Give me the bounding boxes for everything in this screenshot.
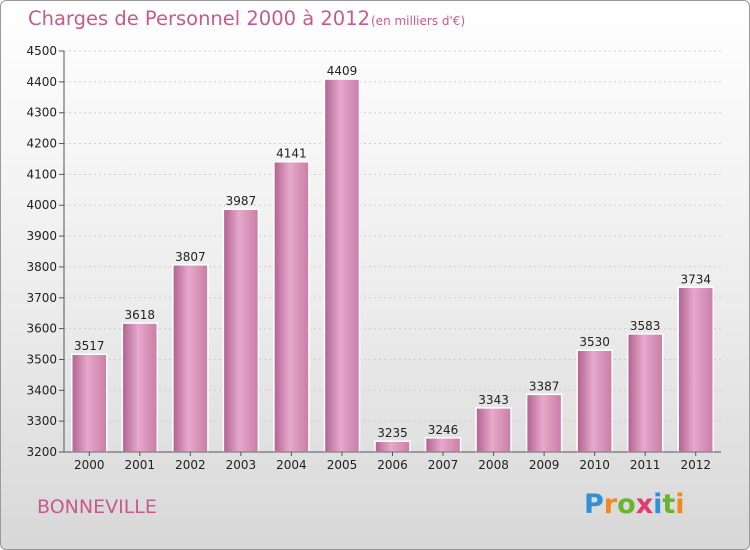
data-label: 3517 xyxy=(74,339,105,353)
y-tick-label: 3600 xyxy=(26,322,57,336)
bar xyxy=(576,349,613,453)
bar xyxy=(172,264,209,453)
data-label: 3987 xyxy=(226,194,257,208)
logo-letter: x xyxy=(635,489,654,520)
data-label: 3583 xyxy=(630,319,661,333)
data-label: 3387 xyxy=(529,379,560,393)
x-tick-label: 2008 xyxy=(478,458,509,472)
bar xyxy=(626,333,664,453)
bar xyxy=(677,286,714,453)
y-tick-label: 4200 xyxy=(26,137,57,151)
data-label: 3343 xyxy=(478,393,509,407)
proxiti-logo: Proxiti xyxy=(584,489,685,520)
y-tick-label: 3400 xyxy=(26,383,57,397)
data-label: 4409 xyxy=(327,64,358,78)
x-tick-label: 2009 xyxy=(529,458,560,472)
x-tick-label: 2007 xyxy=(428,458,459,472)
x-tick-label: 2004 xyxy=(276,458,307,472)
y-tick-label: 3200 xyxy=(26,445,57,459)
data-labels: 3517 3618 3807 3987 4141 4409 3235 3246 3343 3387… xyxy=(74,64,711,440)
y-tick-label: 4000 xyxy=(26,198,57,212)
bar xyxy=(273,160,310,453)
y-tick-label: 3800 xyxy=(26,260,57,274)
bar xyxy=(374,440,411,453)
data-label: 4141 xyxy=(276,147,307,161)
logo-letter: P xyxy=(584,489,604,520)
y-tick-label: 4500 xyxy=(26,44,57,58)
y-tick-label: 4100 xyxy=(26,167,57,181)
x-tick-label: 2005 xyxy=(327,458,358,472)
data-label: 3235 xyxy=(377,426,408,440)
y-tick-label: 3500 xyxy=(26,352,57,366)
y-tick-label: 3700 xyxy=(26,291,57,305)
logo-letter: t xyxy=(662,489,676,520)
x-tick-label: 2010 xyxy=(579,458,610,472)
x-axis: 2000 2001 2002 2003 2004 2005 2006 2007 2008 2009… xyxy=(64,451,721,472)
data-label: 3246 xyxy=(428,423,459,437)
data-label: 3734 xyxy=(680,272,711,286)
y-axis: 3200 3300 3400 3500 3600 3700 3800 3900 4000 4100… xyxy=(26,44,65,459)
logo-letter: o xyxy=(617,489,636,520)
y-tick-label: 4300 xyxy=(26,106,57,120)
bars xyxy=(71,78,714,453)
logo-letter: i xyxy=(653,489,663,520)
x-tick-label: 2003 xyxy=(226,458,257,472)
x-tick-label: 2011 xyxy=(630,458,661,472)
y-tick-label: 3900 xyxy=(26,229,57,243)
data-label: 3530 xyxy=(579,335,610,349)
bar xyxy=(475,407,512,453)
data-label: 3807 xyxy=(175,250,206,264)
bar xyxy=(424,437,462,453)
bar xyxy=(323,78,361,453)
x-tick-label: 2000 xyxy=(74,458,105,472)
logo-letter: i xyxy=(675,489,685,520)
x-tick-label: 2006 xyxy=(377,458,408,472)
bar xyxy=(121,322,159,453)
bar xyxy=(71,353,108,453)
chart-subtitle: (en milliers d'€) xyxy=(371,14,466,28)
chart-title: Charges de Personnel 2000 à 2012 xyxy=(28,7,371,30)
city-name: BONNEVILLE xyxy=(37,496,157,518)
y-tick-label: 4400 xyxy=(26,75,57,89)
x-tick-label: 2002 xyxy=(175,458,206,472)
logo-letter: r xyxy=(603,489,618,520)
data-label: 3618 xyxy=(125,308,156,322)
bar xyxy=(525,393,563,453)
bar xyxy=(222,208,260,453)
y-tick-label: 3300 xyxy=(26,414,57,428)
x-tick-label: 2001 xyxy=(125,458,156,472)
grid-lines xyxy=(64,50,721,453)
x-tick-label: 2012 xyxy=(680,458,711,472)
